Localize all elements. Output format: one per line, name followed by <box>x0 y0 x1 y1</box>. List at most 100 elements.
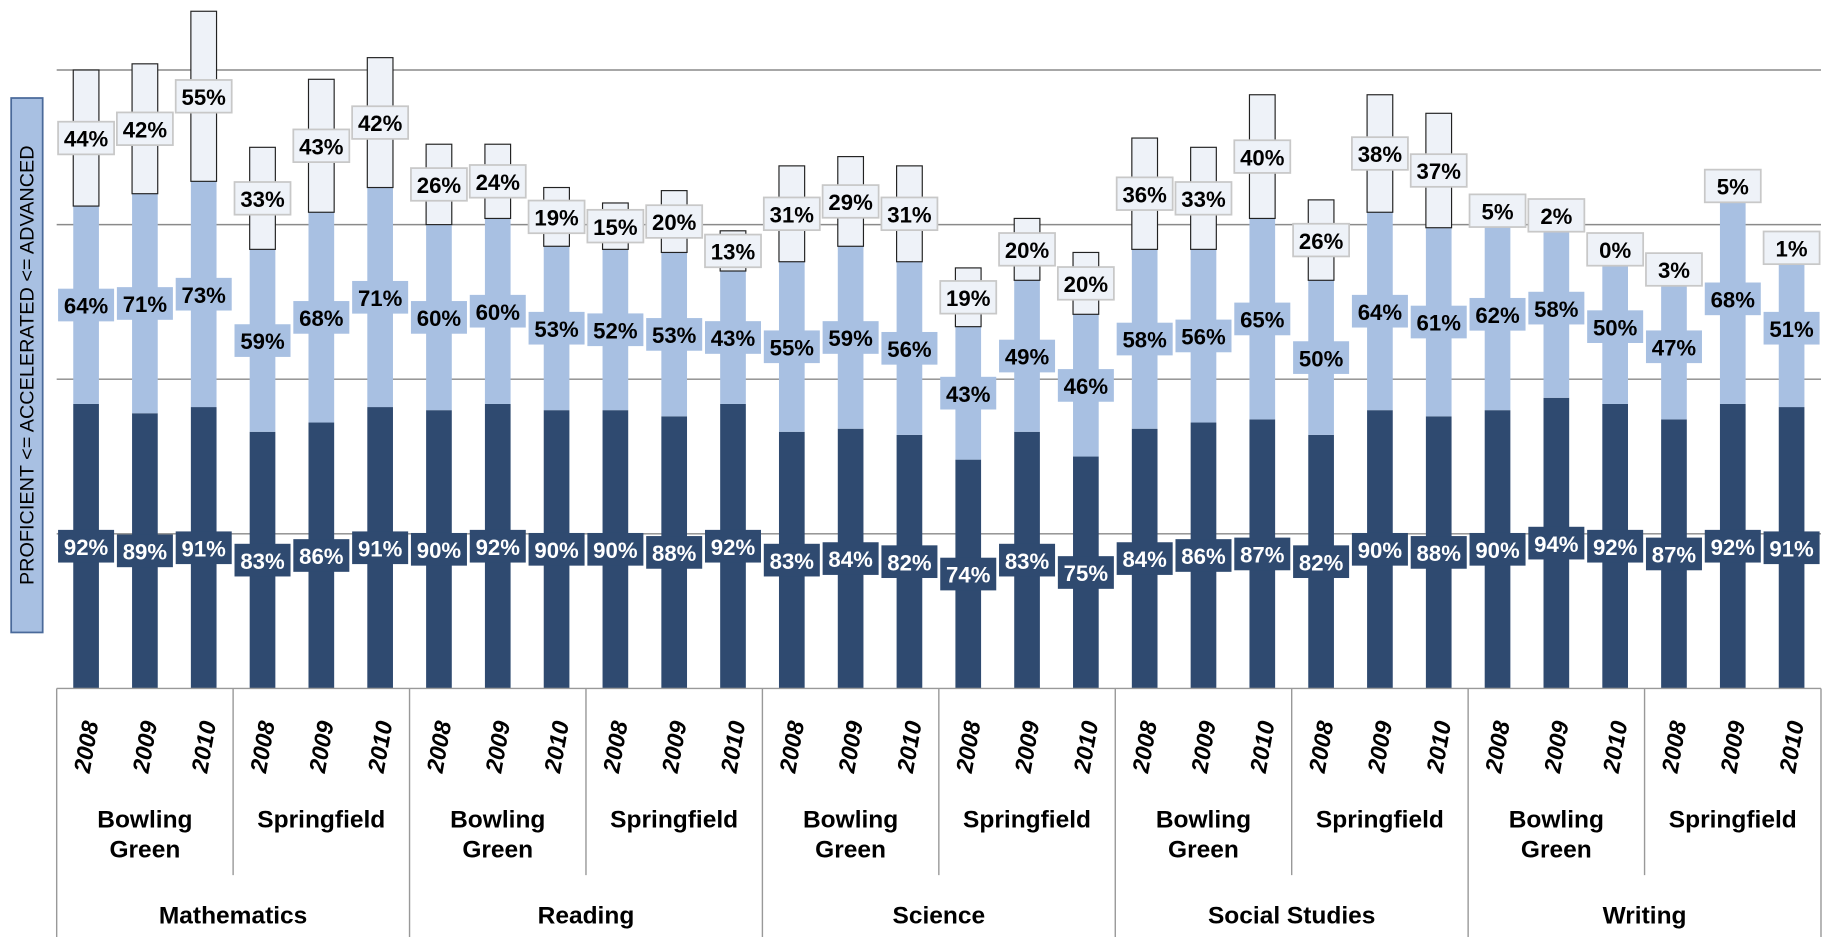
value-label-bg <box>1468 193 1527 228</box>
value-label-bg <box>1351 294 1408 328</box>
value-label: 62% <box>1475 303 1520 328</box>
value-label: 42% <box>123 117 168 142</box>
value-label-bg <box>763 330 820 364</box>
value-label-bg <box>1469 532 1526 566</box>
value-label-bg <box>1410 305 1467 339</box>
value-label: 83% <box>1005 549 1050 574</box>
value-label: 20% <box>1064 272 1109 297</box>
value-label: 83% <box>770 549 815 574</box>
value-label-bg <box>646 536 703 569</box>
x-tick-label: 2010 <box>892 719 927 776</box>
x-tick-label: 2008 <box>1656 719 1691 776</box>
x-tick-label: 2009 <box>1715 719 1750 776</box>
value-label-bg <box>174 79 233 114</box>
value-label-bg <box>527 199 586 235</box>
value-label-bg <box>1234 302 1291 336</box>
value-label-bg <box>293 539 350 572</box>
value-label: 88% <box>652 541 697 566</box>
value-label: 43% <box>711 326 756 351</box>
value-label: 56% <box>1181 325 1226 350</box>
district-label: Springfield <box>963 806 1092 834</box>
value-label-bg <box>1409 153 1468 188</box>
value-label: 92% <box>711 535 756 560</box>
value-label-bg <box>1351 136 1409 171</box>
value-label: 83% <box>240 549 285 574</box>
district-label: Bowling Green <box>802 806 899 864</box>
y-label-box <box>10 97 44 634</box>
value-label-bg <box>175 531 232 565</box>
value-label: 90% <box>1475 538 1520 563</box>
value-label: 87% <box>1240 543 1285 568</box>
value-label: 64% <box>1358 300 1403 325</box>
district-label: Bowling Green <box>1155 806 1252 864</box>
y-axis-label: PROFICIENT <= ACCELERATED <= ADVANCED <box>17 145 39 585</box>
value-label-bg <box>1704 529 1761 563</box>
value-label: 55% <box>182 85 227 110</box>
value-label: 91% <box>182 536 227 561</box>
value-label: 90% <box>593 538 638 563</box>
district-label-box: Bowling Green <box>1509 806 1604 863</box>
value-label-bg <box>1586 232 1645 267</box>
value-label-bg <box>999 543 1056 577</box>
value-label-bg <box>410 532 467 566</box>
value-label: 87% <box>1652 543 1697 568</box>
value-label: 42% <box>358 111 403 136</box>
value-label: 47% <box>1652 335 1697 360</box>
value-label-bg <box>528 311 585 345</box>
value-label: 91% <box>1769 536 1814 561</box>
value-label-bg <box>1763 531 1820 565</box>
x-tick-label: 2010 <box>1245 719 1280 776</box>
value-label-bg <box>1293 545 1350 579</box>
value-label: 19% <box>946 286 991 311</box>
value-label-bg <box>175 277 232 311</box>
value-label-bg <box>1528 526 1585 560</box>
value-label: 86% <box>299 544 344 569</box>
value-label-bg <box>1527 198 1586 233</box>
value-label: 59% <box>828 326 873 351</box>
district-label: Springfield <box>257 806 386 834</box>
value-label: 50% <box>1299 346 1344 371</box>
value-label-bg <box>292 128 351 163</box>
value-label-bg <box>1116 542 1173 575</box>
value-label-bg <box>704 233 762 269</box>
value-label-bg <box>1292 222 1350 258</box>
value-label: 86% <box>1181 544 1226 569</box>
subject-label: Science <box>893 902 986 929</box>
value-label-bg <box>293 301 350 334</box>
value-label: 19% <box>534 206 579 231</box>
x-tick-label: 2010 <box>539 719 574 776</box>
value-label: 84% <box>1122 547 1167 572</box>
value-label-bg <box>58 529 115 563</box>
district-label-box: Bowling Green <box>802 806 899 864</box>
x-tick-label: 2008 <box>1480 719 1515 776</box>
district-label-box: Springfield <box>1316 806 1444 833</box>
value-label-bg <box>940 557 997 591</box>
x-tick-label: 2009 <box>1539 719 1574 776</box>
value-label-bg <box>822 542 879 575</box>
value-label: 31% <box>887 202 932 227</box>
value-label: 92% <box>1593 535 1638 560</box>
value-label-bg <box>116 287 173 320</box>
value-label: 0% <box>1599 238 1631 263</box>
x-tick-label: 2008 <box>1304 719 1339 776</box>
value-label-bg <box>1174 181 1233 216</box>
value-label-bg <box>1057 369 1114 402</box>
value-label: 73% <box>182 283 227 308</box>
value-label: 24% <box>476 170 521 195</box>
value-label-bg <box>1175 319 1232 353</box>
value-label-bg <box>1469 297 1526 331</box>
value-label: 13% <box>711 240 756 265</box>
x-tick-label: 2010 <box>1774 719 1809 776</box>
district-label: Springfield <box>610 806 739 834</box>
value-label-bg <box>1704 282 1761 316</box>
value-label-bg <box>1645 252 1703 287</box>
value-label-bg <box>1587 310 1644 344</box>
value-label-bg <box>881 545 938 579</box>
value-label-bg <box>587 313 644 347</box>
x-tick-label: 2010 <box>363 719 398 776</box>
value-label: 58% <box>1122 328 1167 353</box>
value-label: 26% <box>417 173 462 198</box>
value-label-bg <box>1645 330 1702 364</box>
value-label-bg <box>233 181 292 216</box>
value-label-bg <box>468 164 527 199</box>
